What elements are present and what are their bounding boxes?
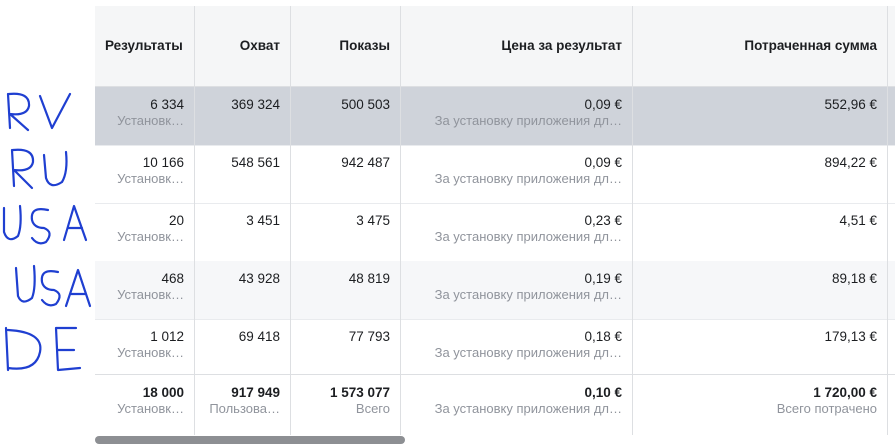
reach-cell: 69 418 xyxy=(195,319,291,377)
total-reach-value: 917 949 xyxy=(231,385,280,400)
overflow-cell xyxy=(888,87,895,145)
cost-type: За установку приложения дл… xyxy=(434,229,622,244)
table-row[interactable]: 1 012 Установк… 69 418 77 793 0,18 € За … xyxy=(95,319,895,378)
total-impressions-value: 1 573 077 xyxy=(329,385,390,400)
results-cell: 468 Установк… xyxy=(95,261,195,319)
total-results-value: 18 000 xyxy=(142,385,184,400)
table-row[interactable]: 10 166 Установк… 548 561 942 487 0,09 € … xyxy=(95,145,895,204)
spent-value: 552,96 € xyxy=(824,97,877,112)
cost-value: 0,18 € xyxy=(584,329,622,344)
spent-cell: 552,96 € xyxy=(633,87,888,145)
handwritten-annotations xyxy=(0,0,95,444)
header-impressions[interactable]: Показы xyxy=(291,6,401,86)
impressions-value: 500 503 xyxy=(341,97,390,112)
total-impressions-cell: 1 573 077 Всего xyxy=(291,375,401,435)
spent-cell: 89,18 € xyxy=(633,261,888,319)
results-type: Установк… xyxy=(117,229,184,244)
grid-top-edge xyxy=(95,0,895,6)
overflow-cell xyxy=(888,261,895,319)
cost-cell: 0,18 € За установку приложения дл… xyxy=(401,319,633,377)
impressions-cell: 3 475 xyxy=(291,203,401,261)
total-cost-type: За установку приложения дл… xyxy=(434,401,622,416)
results-type: Установк… xyxy=(117,287,184,302)
cost-type: За установку приложения дл… xyxy=(434,171,622,186)
cost-cell: 0,09 € За установку приложения дл… xyxy=(401,145,633,203)
impressions-value: 77 793 xyxy=(348,329,390,344)
reach-value: 43 928 xyxy=(238,271,280,286)
cost-cell: 0,19 € За установку приложения дл… xyxy=(401,261,633,319)
cost-cell: 0,09 € За установку приложения дл… xyxy=(401,87,633,145)
results-cell: 10 166 Установк… xyxy=(95,145,195,203)
overflow-cell xyxy=(888,203,895,261)
header-results[interactable]: Результаты xyxy=(95,6,195,86)
spent-value: 89,18 € xyxy=(831,271,877,286)
cost-value: 0,19 € xyxy=(584,271,622,286)
cost-value: 0,09 € xyxy=(584,155,622,170)
results-cell: 20 Установк… xyxy=(95,203,195,261)
overflow-cell xyxy=(888,375,895,435)
total-cost-value: 0,10 € xyxy=(584,385,622,400)
reach-cell: 3 451 xyxy=(195,203,291,261)
cost-value: 0,09 € xyxy=(584,97,622,112)
total-impressions-type: Всего xyxy=(355,401,390,416)
impressions-cell: 48 819 xyxy=(291,261,401,319)
handwritten-country-labels xyxy=(2,92,92,372)
results-type: Установк… xyxy=(117,171,184,186)
reach-cell: 43 928 xyxy=(195,261,291,319)
impressions-cell: 942 487 xyxy=(291,145,401,203)
cost-type: За установку приложения дл… xyxy=(434,287,622,302)
impressions-value: 942 487 xyxy=(341,155,390,170)
total-results-cell: 18 000 Установк… xyxy=(95,375,195,435)
results-value: 10 166 xyxy=(142,155,184,170)
total-cost-cell: 0,10 € За установку приложения дл… xyxy=(401,375,633,435)
impressions-value: 48 819 xyxy=(348,271,390,286)
results-type: Установк… xyxy=(117,113,184,128)
results-value: 468 xyxy=(161,271,184,286)
reach-cell: 548 561 xyxy=(195,145,291,203)
total-spent-value: 1 720,00 € xyxy=(813,385,877,400)
impressions-value: 3 475 xyxy=(356,213,390,228)
overflow-cell xyxy=(888,145,895,203)
table-header: Результаты Охват Показы Цена за результа… xyxy=(95,6,895,87)
results-cell: 1 012 Установк… xyxy=(95,319,195,377)
total-spent-type: Всего потрачено xyxy=(776,401,877,416)
reach-value: 69 418 xyxy=(238,329,280,344)
cost-type: За установку приложения дл… xyxy=(434,113,622,128)
spent-value: 4,51 € xyxy=(839,213,877,228)
spent-value: 179,13 € xyxy=(824,329,877,344)
header-cost-per-result[interactable]: Цена за результат xyxy=(401,6,633,86)
results-type: Установк… xyxy=(117,345,184,360)
reach-value: 548 561 xyxy=(231,155,280,170)
results-cell: 6 334 Установк… xyxy=(95,87,195,145)
total-reach-cell: 917 949 Пользова… xyxy=(195,375,291,435)
header-reach[interactable]: Охват xyxy=(195,6,291,86)
reach-cell: 369 324 xyxy=(195,87,291,145)
cost-cell: 0,23 € За установку приложения дл… xyxy=(401,203,633,261)
total-spent-cell: 1 720,00 € Всего потрачено xyxy=(633,375,888,435)
table-row[interactable]: 20 Установк… 3 451 3 475 0,23 € За устан… xyxy=(95,203,895,262)
total-results-type: Установк… xyxy=(117,401,184,416)
impressions-cell: 500 503 xyxy=(291,87,401,145)
reach-value: 369 324 xyxy=(231,97,280,112)
spent-cell: 894,22 € xyxy=(633,145,888,203)
total-reach-type: Пользова… xyxy=(209,401,280,416)
results-value: 1 012 xyxy=(150,329,184,344)
header-overflow xyxy=(888,6,895,86)
results-value: 6 334 xyxy=(150,97,184,112)
cost-value: 0,23 € xyxy=(584,213,622,228)
header-amount-spent[interactable]: Потраченная сумма xyxy=(633,6,888,86)
overflow-cell xyxy=(888,319,895,377)
table-row[interactable]: 6 334 Установк… 369 324 500 503 0,09 € З… xyxy=(95,87,895,146)
totals-row: 18 000 Установк… 917 949 Пользова… 1 573… xyxy=(95,374,895,435)
spent-value: 894,22 € xyxy=(824,155,877,170)
impressions-cell: 77 793 xyxy=(291,319,401,377)
ads-stats-table: Результаты Охват Показы Цена за результа… xyxy=(95,0,895,444)
reach-value: 3 451 xyxy=(246,213,280,228)
results-value: 20 xyxy=(168,213,184,228)
spent-cell: 4,51 € xyxy=(633,203,888,261)
horizontal-scrollbar[interactable] xyxy=(95,436,405,444)
table-row[interactable]: 468 Установк… 43 928 48 819 0,19 € За ус… xyxy=(95,261,895,320)
spent-cell: 179,13 € xyxy=(633,319,888,377)
cost-type: За установку приложения дл… xyxy=(434,345,622,360)
